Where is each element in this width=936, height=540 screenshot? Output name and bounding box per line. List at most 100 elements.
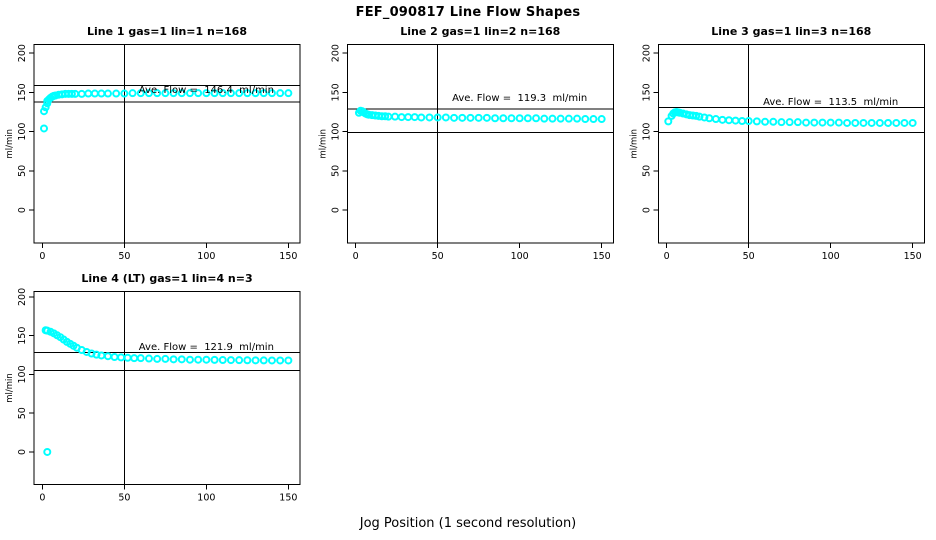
data-point (185, 355, 194, 364)
x-tick-label: 100 (197, 493, 215, 504)
data-point (136, 354, 145, 363)
y-tick-label: 0 (17, 207, 28, 213)
data-point (235, 356, 244, 365)
panel-title-line4: Line 4 (LT) gas=1 lin=4 n=3 (81, 272, 253, 285)
data-point (724, 116, 733, 125)
data-point (802, 118, 811, 127)
data-point (404, 113, 413, 122)
data-point (466, 113, 475, 122)
y-tick-label: 50 (17, 165, 28, 177)
data-point (523, 114, 532, 123)
data-point (153, 89, 162, 98)
y-tick-label: 200 (17, 44, 28, 62)
data-point (491, 114, 500, 123)
x-tick-label: 50 (118, 493, 130, 504)
data-point (185, 89, 194, 98)
data-point (169, 89, 178, 98)
y-axis-unit-label: ml/min (5, 373, 15, 403)
data-point (194, 355, 203, 364)
data-point (128, 89, 137, 98)
data-point (834, 118, 843, 127)
y-tick-label: 50 (330, 165, 341, 177)
data-point (136, 89, 145, 98)
data-point (417, 113, 426, 122)
y-tick-label: 0 (641, 207, 652, 213)
data-point (243, 356, 252, 365)
data-point (218, 89, 227, 98)
data-point (738, 116, 747, 125)
panel-title-line2: Line 2 gas=1 lin=2 n=168 (400, 25, 561, 38)
data-point (425, 113, 434, 122)
ave-flow-annotation-line2: Ave. Flow = 119.3 ml/min (452, 93, 588, 105)
figure-title: FEF_090817 Line Flow Shapes (355, 5, 581, 20)
data-point (123, 353, 132, 362)
data-point (177, 89, 186, 98)
data-point (117, 353, 126, 362)
data-point (381, 112, 390, 121)
data-point (843, 118, 852, 127)
panel-title-line1: Line 1 gas=1 lin=1 n=168 (86, 25, 247, 38)
y-tick-label: 100 (17, 123, 28, 141)
data-point (450, 113, 459, 122)
data-point (235, 89, 244, 98)
x-tick-label: 0 (39, 251, 45, 262)
data-point (752, 117, 761, 126)
data-point (276, 356, 285, 365)
data-point (130, 354, 139, 363)
data-point (267, 356, 276, 365)
data-point (515, 114, 524, 123)
data-point (103, 89, 112, 98)
x-tick-label: 150 (904, 251, 922, 262)
data-point (251, 356, 260, 365)
data-point (761, 117, 770, 126)
x-tick-label: 0 (39, 493, 45, 504)
data-point (474, 113, 483, 122)
data-point (900, 118, 909, 127)
data-point (43, 447, 52, 456)
y-tick-label: 0 (330, 207, 341, 213)
x-tick-label: 100 (822, 251, 840, 262)
data-point (875, 118, 884, 127)
data-point (731, 116, 740, 125)
plot-box (657, 44, 925, 244)
data-point (581, 115, 590, 124)
panel-title-line3: Line 3 gas=1 lin=3 n=168 (711, 25, 872, 38)
data-point (785, 118, 794, 127)
data-point (169, 355, 178, 364)
data-point (267, 89, 276, 98)
data-point (103, 352, 112, 361)
data-point (161, 89, 170, 98)
data-point (97, 351, 106, 360)
data-point (243, 89, 252, 98)
data-point (259, 89, 268, 98)
y-tick-label: 150 (330, 83, 341, 101)
y-tick-label: 100 (641, 123, 652, 141)
data-point (259, 356, 268, 365)
plot-box (33, 291, 301, 485)
data-point (251, 89, 260, 98)
data-point (908, 118, 917, 127)
data-point (144, 354, 153, 363)
data-point (40, 124, 49, 133)
y-tick-label: 0 (17, 449, 28, 455)
data-point (589, 115, 598, 124)
data-point (177, 355, 186, 364)
x-tick-label: 100 (511, 251, 529, 262)
data-point (818, 118, 827, 127)
data-point (826, 118, 835, 127)
x-tick-label: 150 (593, 251, 611, 262)
data-point (391, 112, 400, 121)
data-point (548, 114, 557, 123)
data-point (859, 118, 868, 127)
y-tick-label: 150 (17, 83, 28, 101)
data-point (810, 118, 819, 127)
data-point (540, 114, 549, 123)
data-point (458, 113, 467, 122)
data-point (194, 89, 203, 98)
plot-box (33, 44, 301, 244)
y-tick-label: 150 (17, 327, 28, 345)
data-point (441, 113, 450, 122)
data-point (410, 113, 419, 122)
data-point (210, 89, 219, 98)
